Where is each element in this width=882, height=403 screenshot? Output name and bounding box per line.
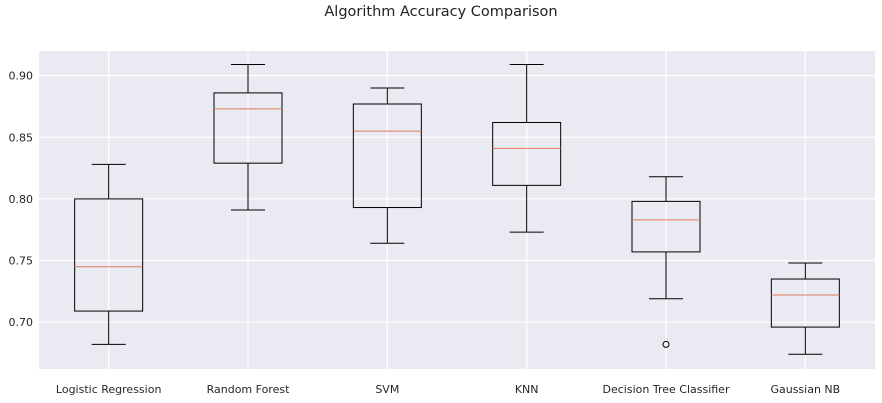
x-tick-label: Decision Tree Classifier bbox=[603, 383, 730, 396]
x-axis-ticks: Logistic Regression Random Forest SVM KNN De… bbox=[56, 383, 840, 396]
x-tick-label: Gaussian NB bbox=[770, 383, 840, 396]
y-tick-label: 0.80 bbox=[9, 193, 34, 206]
x-tick-label: Random Forest bbox=[207, 383, 290, 396]
iqr-box bbox=[492, 121, 562, 186]
x-tick-label: KNN bbox=[515, 383, 539, 396]
iqr-box bbox=[352, 103, 422, 209]
iqr-box bbox=[213, 92, 283, 164]
y-tick-label: 0.90 bbox=[9, 70, 34, 83]
iqr-box bbox=[770, 278, 840, 328]
y-tick-label: 0.75 bbox=[9, 255, 34, 268]
x-tick-label: Logistic Regression bbox=[56, 383, 162, 396]
box-logistic-regression bbox=[74, 163, 144, 345]
iqr-box bbox=[631, 200, 701, 253]
box-gaussian-nb bbox=[770, 262, 840, 355]
box-decision-tree-classifier bbox=[631, 176, 701, 348]
y-axis-ticks: 0.70 0.75 0.80 0.85 0.90 bbox=[9, 70, 34, 330]
y-tick-label: 0.70 bbox=[9, 316, 34, 329]
x-tick-label: SVM bbox=[375, 383, 399, 396]
box-svm bbox=[352, 87, 422, 244]
box-knn bbox=[492, 64, 562, 233]
box-random-forest bbox=[213, 64, 283, 211]
iqr-box bbox=[74, 198, 144, 312]
y-tick-label: 0.85 bbox=[9, 131, 34, 144]
plot-area bbox=[39, 51, 875, 369]
outlier-point bbox=[662, 340, 670, 348]
box-group bbox=[74, 64, 840, 355]
chart-title: Algorithm Accuracy Comparison bbox=[324, 4, 558, 20]
